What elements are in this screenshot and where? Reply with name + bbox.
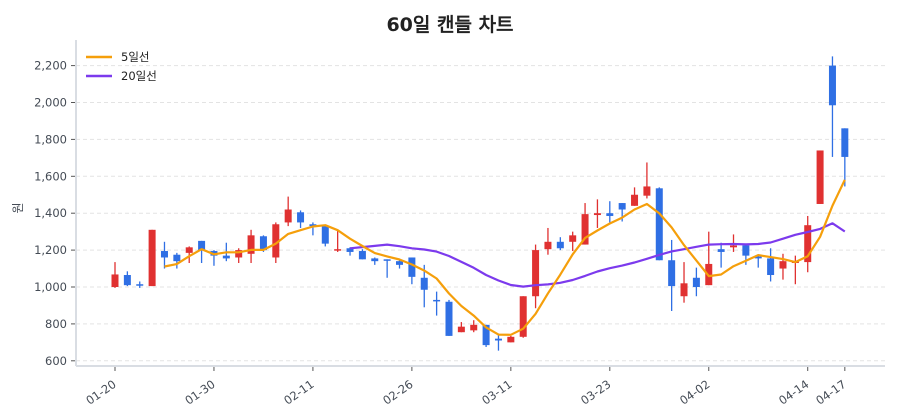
gridlines (76, 65, 885, 362)
legend-label: 5일선 (121, 50, 149, 64)
candle (247, 229, 255, 264)
candle (606, 201, 614, 223)
candle (767, 248, 775, 282)
candle (754, 254, 762, 268)
candles (111, 56, 849, 351)
candle (358, 249, 366, 260)
chart-title: 60일 캔들 차트 (386, 14, 514, 36)
candle (173, 252, 181, 269)
y-tick-label: 1,400 (34, 206, 67, 220)
x-tick-label: 04-02 (677, 377, 712, 408)
x-tick-label: 03-11 (479, 377, 514, 408)
candle (569, 231, 577, 252)
candle (383, 259, 391, 278)
candle (321, 225, 329, 247)
candle (692, 267, 700, 297)
moving-averages (164, 179, 846, 336)
candle (841, 128, 849, 187)
candle (408, 257, 416, 285)
candle (457, 322, 465, 333)
x-tick-label: 02-26 (380, 377, 415, 408)
candle (828, 56, 836, 157)
candle (123, 271, 131, 287)
y-tick-label: 2,000 (34, 96, 67, 110)
x-tick-label: 02-11 (281, 377, 316, 408)
candle (111, 262, 119, 288)
candle (148, 229, 156, 287)
candle (519, 296, 527, 338)
y-tick-label: 600 (45, 354, 67, 368)
candle (643, 162, 651, 199)
candle (804, 215, 812, 273)
x-tick-label: 04-14 (776, 377, 811, 408)
candle (556, 237, 564, 251)
y-tick-label: 1,800 (34, 132, 67, 146)
candle (717, 242, 725, 268)
candle (445, 299, 453, 336)
y-tick-label: 1,200 (34, 243, 67, 257)
candle (309, 222, 317, 236)
candle (655, 187, 663, 261)
candle (396, 260, 404, 269)
candle (334, 229, 342, 252)
candle (433, 291, 441, 316)
candle (494, 334, 502, 351)
candle (160, 241, 168, 269)
candle (235, 248, 243, 264)
candle (544, 227, 552, 255)
candle (185, 246, 193, 264)
candle (198, 240, 206, 264)
candle (346, 247, 354, 256)
y-tick-label: 800 (45, 317, 67, 331)
candle (532, 244, 540, 309)
y-axis-label: 원 (11, 202, 25, 213)
legend-item: 5일선 (86, 50, 149, 64)
ma5-line (164, 179, 846, 336)
legend-label: 20일선 (121, 69, 157, 83)
ma20-line (349, 222, 846, 288)
x-tick-label: 04-17 (813, 377, 848, 408)
y-tick-label: 1,000 (34, 280, 67, 294)
candle (507, 335, 515, 343)
candle (136, 281, 144, 288)
candle (593, 199, 601, 228)
legend-item: 20일선 (86, 69, 157, 83)
candle (420, 264, 428, 308)
x-tick-label: 01-30 (182, 377, 217, 408)
candle (371, 257, 379, 265)
y-tick-label: 2,200 (34, 59, 67, 73)
axes: 600 800 1,000 1,200 1,400 1,600 1,800 2,000 2,20… (11, 40, 885, 408)
candle (284, 196, 292, 227)
legend: 5일선 20일선 (86, 50, 157, 83)
candle (631, 187, 639, 206)
candle (470, 320, 478, 333)
candle (816, 150, 824, 204)
x-tick-label: 03-23 (578, 377, 613, 408)
candle (680, 262, 688, 303)
x-tick-label: 01-20 (83, 377, 118, 408)
candle (297, 210, 305, 228)
y-tick-label: 1,600 (34, 169, 67, 183)
